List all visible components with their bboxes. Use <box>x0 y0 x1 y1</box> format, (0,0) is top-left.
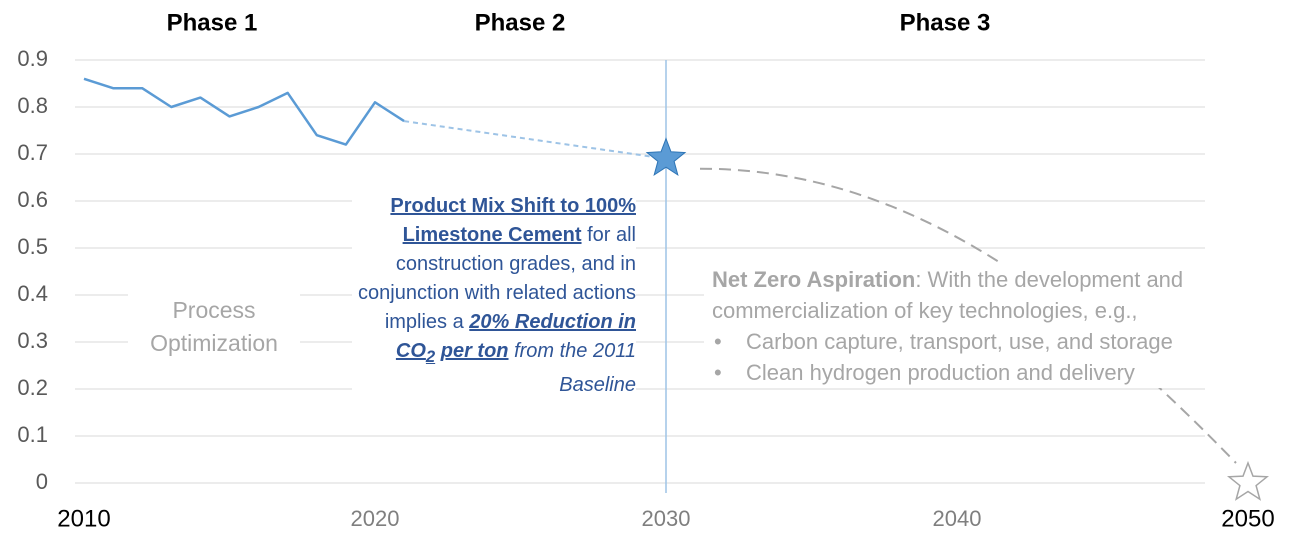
y-tick-label: 0.1 <box>17 422 48 447</box>
x-tick-label: 2040 <box>933 506 982 531</box>
note-heading: Net Zero Aspiration <box>712 267 916 292</box>
x-tick-label: 2030 <box>642 506 691 531</box>
note-line: Optimization <box>150 330 278 356</box>
note-emphasis: 20% Reduction in CO <box>395 311 636 362</box>
y-tick-label: 0.2 <box>17 375 48 400</box>
bullet-list: Carbon capture, transport, use, and stor… <box>712 326 1296 388</box>
x-tick-label: 2050 <box>1221 505 1274 532</box>
note-emphasis: Product Mix Shift to 100% Limestone Ceme… <box>390 195 636 246</box>
data-line <box>83 77 405 146</box>
y-tick-label: 0.3 <box>17 328 48 353</box>
projection-line <box>403 120 667 160</box>
net-zero-note: Net Zero Aspiration: With the developmen… <box>704 264 1296 388</box>
y-tick-label: 0.9 <box>17 46 48 71</box>
y-tick-label: 0.6 <box>17 187 48 212</box>
y-tick-label: 0.7 <box>17 140 48 165</box>
phase-label: Phase 3 <box>900 9 991 36</box>
y-tick-label: 0.8 <box>17 93 48 118</box>
note-text: : With the development and commercializa… <box>712 267 1184 323</box>
bullet: Clean hydrogen production and delivery <box>712 357 1296 388</box>
note-line: Process <box>172 297 256 323</box>
process-note: Process Optimization <box>128 294 300 360</box>
note-subscript: 2 <box>425 347 436 366</box>
y-tick-label: 0.5 <box>17 234 48 259</box>
note-emphasis: per ton <box>440 340 509 362</box>
x-tick-label: 2020 <box>351 506 400 531</box>
bullet: Carbon capture, transport, use, and stor… <box>712 326 1296 357</box>
target-star <box>645 137 687 177</box>
phase-label: Phase 1 <box>167 9 258 36</box>
note-text: from the 2011 Baseline <box>508 340 636 396</box>
target-star <box>1226 460 1270 501</box>
phase-label: Phase 2 <box>475 9 566 36</box>
y-tick-label: 0 <box>36 469 48 494</box>
y-tick-label: 0.4 <box>17 281 48 306</box>
product-mix-note: Product Mix Shift to 100% Limestone Ceme… <box>352 192 636 400</box>
x-tick-label: 2010 <box>57 505 110 532</box>
note-text: for all construction grades, and in conj… <box>358 224 636 333</box>
